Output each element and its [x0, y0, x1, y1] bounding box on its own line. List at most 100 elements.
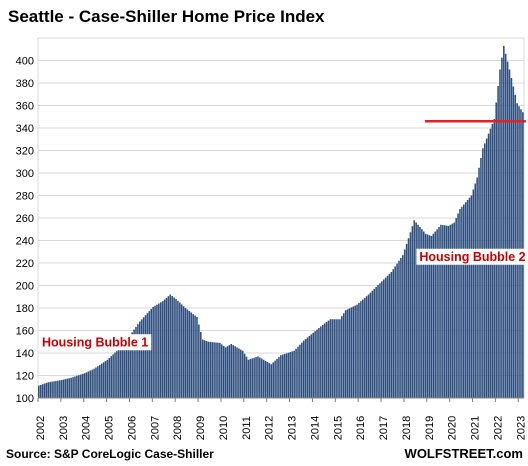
bar — [333, 319, 335, 398]
y-tick-label: 240 — [16, 236, 34, 248]
bar — [276, 358, 278, 398]
bar — [194, 315, 196, 398]
bar — [186, 309, 189, 398]
bar — [72, 377, 74, 398]
bar — [272, 362, 274, 398]
bar — [320, 326, 322, 398]
bar — [388, 273, 391, 399]
bar — [201, 339, 204, 398]
y-tick-label: 140 — [16, 348, 34, 360]
bar — [184, 308, 187, 398]
y-tick-label: 300 — [16, 168, 34, 180]
bar — [293, 350, 295, 398]
bars — [38, 45, 524, 399]
source-note: Source: S&P CoreLogic Case-Shiller — [6, 447, 214, 461]
bar — [156, 304, 158, 399]
bar — [424, 233, 427, 398]
bar — [150, 308, 153, 398]
x-tick-label: 2021 — [470, 416, 482, 440]
bar — [57, 380, 59, 398]
bar — [192, 314, 194, 398]
bar — [421, 229, 423, 398]
bar — [362, 299, 364, 398]
y-tick-label: 400 — [16, 56, 34, 68]
x-tick-label: 2022 — [492, 416, 504, 440]
bar — [180, 304, 183, 398]
bar — [451, 223, 454, 399]
bar — [205, 341, 208, 398]
bar — [514, 94, 517, 398]
y-axis-ticks: 100 120 140 160 180 200 220 240 260 280 300 320 340 3… — [16, 56, 34, 406]
bar — [506, 61, 509, 399]
bar — [211, 342, 213, 399]
bar — [137, 324, 139, 398]
bar — [280, 355, 282, 398]
bar — [182, 306, 185, 398]
y-tick-label: 120 — [16, 371, 34, 383]
bar — [238, 348, 240, 398]
bar — [58, 380, 61, 398]
bar — [102, 362, 105, 398]
bar — [260, 358, 263, 399]
bar — [140, 319, 143, 398]
x-tick-label: 2009 — [195, 416, 207, 440]
bar — [405, 243, 408, 399]
bar — [482, 148, 484, 398]
bar — [93, 368, 95, 398]
bar — [171, 296, 173, 398]
bar — [369, 292, 372, 399]
bar — [62, 379, 65, 398]
bar — [485, 138, 488, 398]
bar — [236, 347, 238, 399]
bar — [161, 301, 164, 398]
bar — [245, 356, 248, 398]
bar — [175, 299, 177, 398]
bar — [381, 281, 383, 399]
bar — [363, 297, 366, 399]
bar — [512, 86, 515, 399]
bar — [262, 359, 265, 398]
bar — [476, 177, 478, 398]
bar — [79, 374, 82, 398]
bar — [449, 224, 452, 398]
bar — [55, 380, 57, 398]
bar — [45, 382, 48, 398]
bar — [354, 305, 356, 398]
bar — [344, 310, 347, 398]
bar — [367, 294, 370, 398]
bar — [468, 197, 471, 398]
bar — [91, 369, 93, 398]
bar — [392, 269, 395, 398]
bar — [224, 347, 227, 399]
bar — [480, 158, 482, 398]
bar — [219, 342, 221, 399]
x-tick-label: 2023 — [515, 416, 527, 440]
x-tick-label: 2008 — [172, 416, 184, 440]
bar — [295, 348, 297, 398]
x-tick-label: 2010 — [218, 416, 230, 440]
bar — [318, 328, 320, 398]
bar — [121, 344, 124, 398]
bar — [177, 300, 179, 398]
bar — [463, 204, 465, 398]
bar — [125, 339, 128, 398]
bar — [74, 376, 76, 398]
annotation-label: Housing Bubble 2 — [419, 250, 525, 264]
bar — [445, 225, 448, 398]
bar — [158, 303, 160, 398]
bar — [190, 312, 193, 398]
bar — [98, 364, 101, 398]
bar — [396, 263, 398, 398]
bar — [297, 346, 299, 398]
bar — [213, 342, 215, 398]
x-tick-label: 2003 — [58, 416, 70, 440]
bar — [198, 324, 200, 398]
x-tick-label: 2012 — [264, 416, 276, 440]
bar — [472, 189, 475, 398]
bar — [457, 213, 459, 398]
bar — [251, 358, 254, 398]
bar — [283, 353, 286, 398]
bar — [226, 346, 229, 398]
bar — [95, 367, 97, 398]
